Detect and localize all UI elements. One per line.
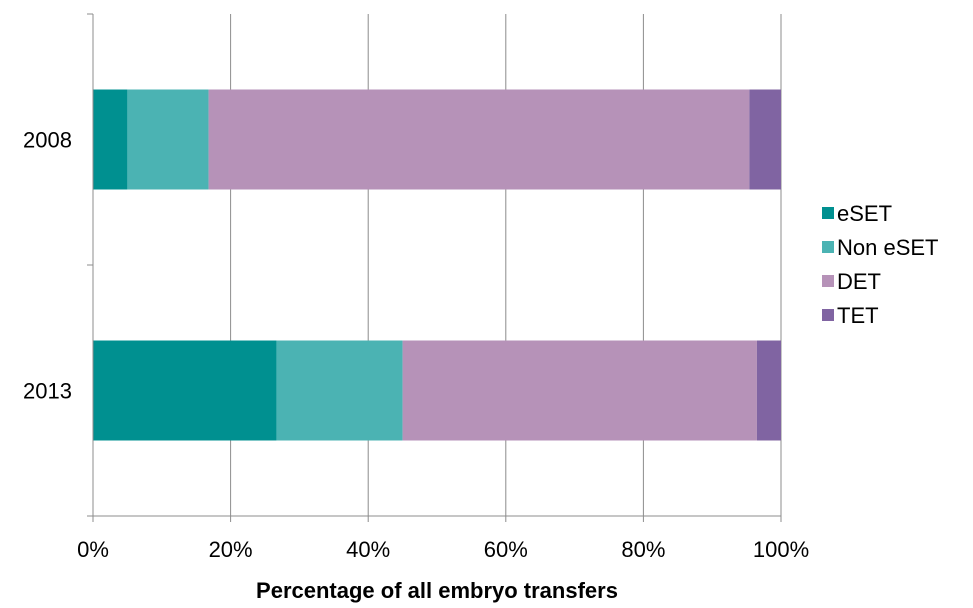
x-tick-label: 40% — [346, 537, 390, 562]
category-label: 2008 — [23, 128, 72, 153]
x-tick-label: 20% — [209, 537, 253, 562]
category-label: 2013 — [23, 379, 72, 404]
legend-swatch — [822, 207, 834, 219]
legend-label: Non eSET — [837, 235, 939, 260]
legend-swatch — [822, 309, 834, 321]
legend-label: eSET — [837, 201, 892, 226]
x-tick-label: 80% — [621, 537, 665, 562]
bar-segment — [749, 89, 781, 190]
bar-segment — [402, 340, 757, 441]
x-tick-label: 100% — [753, 537, 809, 562]
bar-segment — [93, 340, 277, 441]
legend-label: DET — [837, 269, 881, 294]
axes — [87, 13, 782, 522]
bar-segment — [208, 89, 750, 190]
bar-segment — [93, 89, 128, 190]
legend-label: TET — [837, 303, 879, 328]
bar-segment — [756, 340, 781, 441]
bar-segment — [276, 340, 403, 441]
category-labels: 2008 2013 — [23, 128, 72, 404]
legend-swatch — [822, 275, 834, 287]
legend-swatch — [822, 241, 834, 253]
x-tick-label: 0% — [77, 537, 109, 562]
x-tick-label: 60% — [484, 537, 528, 562]
legend: eSET Non eSET DET TET — [822, 201, 939, 328]
gridlines — [230, 14, 782, 516]
x-axis-label: Percentage of all embryo transfers — [256, 578, 618, 603]
bars — [93, 89, 781, 441]
bar-segment — [127, 89, 209, 190]
tick-labels: 0% 20% 40% 60% 80% 100% — [77, 537, 809, 562]
